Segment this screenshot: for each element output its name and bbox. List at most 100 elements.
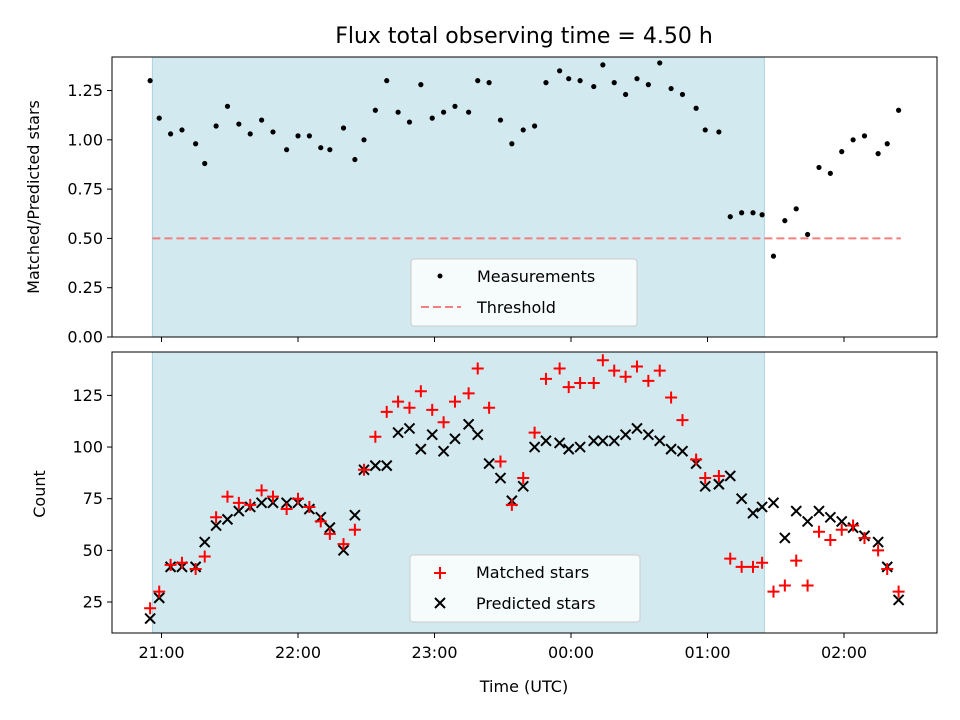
predicted-star-marker [381,459,393,472]
predicted-star-marker [676,445,689,457]
measurement-point [827,170,833,176]
matched-star-marker [574,376,587,389]
x-tick-label: 02:00 [821,643,867,662]
matched-star-marker [539,372,552,385]
measurement-point [782,218,788,224]
matched-star-marker [153,585,166,598]
matched-star-marker [221,490,234,503]
measurement-point [168,131,174,137]
bottom-y-ticks: 25 50 75 100 125 [72,386,112,612]
predicted-star-marker [790,505,802,517]
bottom-panel: 25 50 75 100 125 21:00 22:00 23:00 00:00 01:00 02… [30,351,938,696]
bottom-x-ticks: 21:00 22:00 23:00 00:00 01:00 02:00 [138,633,867,662]
matched-star-marker [189,562,202,575]
predicted-star-marker [233,505,245,517]
top-y-tick-label: 0.50 [67,229,103,248]
matched-star-marker [210,511,223,524]
matched-star-marker [483,401,496,414]
measurement-point [295,133,301,139]
chart-title: Flux total observing time = 4.50 h [335,24,713,49]
bottom-legend: Matched stars Predicted stars [409,554,641,623]
measurement-point [395,109,401,115]
predicted-star-marker [437,445,450,457]
matched-star-marker [858,531,871,544]
measurement-point [193,141,199,147]
matched-star-marker [357,463,370,476]
predicted-star-marker [349,509,361,521]
measurement-point [600,62,606,68]
top-y-ticks: 0.00 0.25 0.50 0.75 1.00 1.25 [67,81,112,347]
measurement-point [839,149,845,155]
matched-star-marker [292,492,304,505]
measurement-point [372,107,378,113]
matched-star-marker [437,416,450,429]
matched-star-marker [676,414,689,427]
matched-star-marker [392,395,405,408]
predicted-star-marker [403,422,416,435]
measurement-point [805,231,811,238]
predicted-star-marker [597,435,609,447]
top-axes-frame [111,56,938,338]
measurement-point [657,60,663,66]
matched-star-marker [553,362,566,375]
predicted-star-marker [199,536,211,548]
measurement-point [247,131,253,137]
measurement-point [466,109,472,115]
matched-star-marker [505,498,518,511]
predicted-star-marker [713,478,725,490]
bottom-y-tick-label: 25 [83,593,103,612]
x-tick-label: 01:00 [684,643,730,662]
matched-star-marker [244,498,257,511]
bottom-y-tick-label: 75 [83,489,103,508]
measurement-point [623,91,629,98]
matched-star-marker [778,579,791,592]
predicted-star-marker [392,426,404,439]
matched-star-marker [517,472,530,485]
predicted-star-marker [619,428,632,441]
measurement-point [520,127,526,133]
predicted-star-marker [153,592,165,604]
matched-star-marker [630,360,643,373]
matched-star-marker [175,556,188,569]
matched-star-marker [414,385,427,398]
predicted-star-marker [517,480,529,493]
predicted-star-marker [144,612,156,625]
measurement-point [486,80,492,86]
matched-star-marker [596,354,609,367]
predicted-star-marker [665,443,677,455]
x-tick-label: 22:00 [275,643,321,662]
predicted-star-marker [588,435,600,447]
measurement-point [406,119,413,125]
x-axis-label: Time (UTC) [479,677,568,696]
top-x-ticks [161,337,845,342]
predicted-star-marker [267,497,279,509]
predicted-star-marker [540,435,552,447]
matched-star-marker [266,490,279,503]
measurement-point [236,121,242,127]
matched-star-marker [724,552,737,565]
measurement-point [739,210,745,216]
matched-star-marker [494,455,507,468]
measurement-point [475,78,481,84]
predicted-star-marker [654,435,666,447]
matched-star-marker [562,381,575,394]
matched-star-marker [144,602,157,615]
measurement-point [179,127,185,133]
matched-star-marker [653,364,666,377]
measurement-point [727,214,733,220]
matched-star-marker [348,523,361,536]
predicted-star-marker [813,505,825,517]
measurement-point [441,109,447,115]
measurement-point [577,78,583,84]
legend-measurements-marker [437,273,443,279]
measurement-point [509,141,515,147]
measurement-point [770,253,777,259]
legend-predicted-marker [434,597,446,609]
matched-star-marker [369,430,382,443]
measurement-points [147,60,902,259]
measurement-point [759,212,765,218]
measurement-point [418,82,424,88]
predicted-star-marker [255,497,268,509]
measurement-point [557,68,563,74]
measurement-point [284,147,290,153]
